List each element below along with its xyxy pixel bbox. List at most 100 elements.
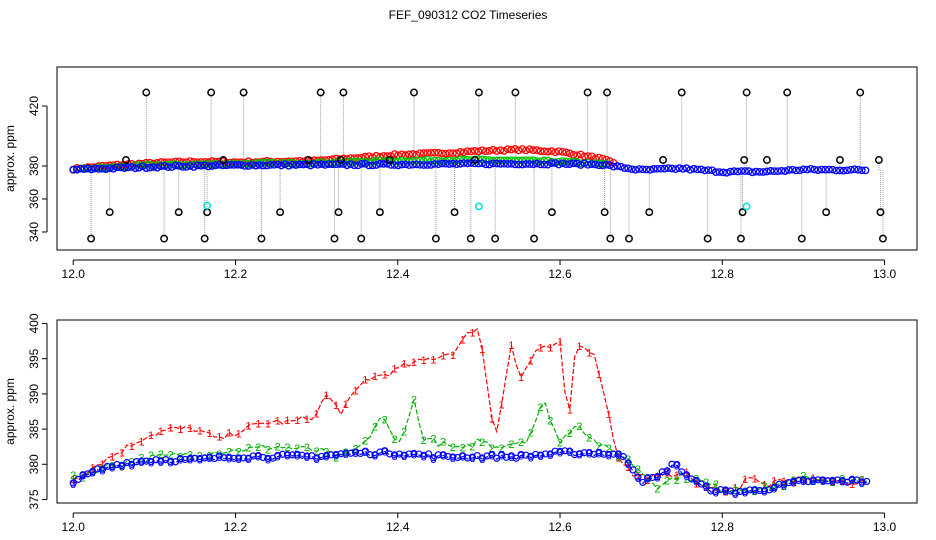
data-point-series-1 — [463, 147, 472, 156]
top-y-tick-label: 360 — [27, 189, 41, 209]
series-symbol-2: 2 — [294, 443, 300, 455]
data-point-3 — [483, 452, 491, 460]
outlier-point — [878, 234, 887, 243]
data-point-series-1 — [427, 148, 435, 157]
data-point-series-3 — [346, 160, 355, 169]
outlier-point — [105, 208, 114, 217]
outlier-point — [239, 88, 248, 97]
series-symbol-1: 1 — [742, 474, 748, 486]
series-symbol-2: 2 — [460, 443, 466, 455]
series-symbol-2: 2 — [148, 450, 154, 462]
data-point-series-3 — [624, 164, 633, 173]
data-point-series-2 — [554, 157, 563, 166]
series-symbol-2: 2 — [343, 447, 349, 459]
top-plot-frame — [56, 66, 918, 251]
data-point-series-1 — [474, 147, 483, 156]
series-symbol-3: 3 — [489, 450, 495, 462]
series-symbol-1: 1 — [353, 385, 359, 397]
series-symbol-1: 1 — [674, 470, 680, 482]
data-point-series-1 — [438, 149, 446, 158]
data-point-series-3 — [153, 163, 162, 172]
series-symbol-1: 1 — [693, 478, 699, 490]
data-point-series-3 — [755, 168, 764, 176]
series-symbol-1: 1 — [684, 467, 690, 479]
data-point-series-3 — [719, 168, 727, 177]
series-symbol-1: 1 — [771, 476, 777, 488]
data-point-series-3 — [401, 160, 410, 169]
data-point-3 — [668, 460, 676, 468]
series-symbol-1: 1 — [440, 350, 446, 362]
series-symbol-2: 2 — [499, 443, 505, 455]
series-symbol-3: 3 — [168, 457, 174, 469]
data-point-3 — [756, 486, 764, 495]
data-point-3 — [575, 450, 584, 458]
data-point-3 — [74, 475, 82, 484]
series-symbol-3: 3 — [693, 476, 699, 488]
data-point-series-3 — [817, 165, 826, 174]
data-point-3 — [220, 454, 228, 462]
data-point-series-1 — [478, 146, 486, 155]
series-symbol-3: 3 — [469, 453, 475, 465]
series-symbol-3: 3 — [391, 451, 397, 463]
data-point-3 — [152, 456, 160, 464]
data-point-3 — [571, 451, 579, 459]
data-point-3 — [361, 447, 369, 455]
series-symbol-3: 3 — [90, 467, 96, 479]
data-point-series-1 — [445, 149, 454, 157]
series-symbol-2: 2 — [197, 451, 203, 463]
series-symbol-2: 2 — [664, 475, 670, 487]
data-point-series-3 — [284, 161, 293, 170]
data-point-3 — [833, 476, 842, 484]
series-symbol-1: 1 — [849, 479, 855, 491]
data-point-series-3 — [839, 166, 848, 175]
data-point-series-3 — [295, 160, 304, 169]
series-symbol-3: 3 — [645, 474, 651, 486]
series-symbol-1: 1 — [343, 399, 349, 411]
flagged-point — [742, 202, 751, 211]
data-point-3 — [79, 471, 87, 479]
top-x-tick-label: 12.0 — [62, 267, 86, 281]
data-point-series-3 — [828, 165, 837, 174]
bottom-y-tick-label: 395 — [27, 348, 41, 368]
data-point-series-3 — [76, 164, 85, 173]
data-point-series-3 — [376, 159, 384, 168]
series-symbol-3: 3 — [761, 487, 767, 499]
data-point-3 — [493, 454, 501, 462]
data-point-series-3 — [825, 165, 833, 174]
series-symbol-2: 2 — [70, 470, 76, 482]
series-symbol-1: 1 — [236, 429, 242, 441]
series-symbol-1: 1 — [177, 424, 183, 436]
data-point-series-3 — [668, 164, 676, 173]
series-symbol-1: 1 — [265, 419, 271, 431]
outlier-point — [645, 208, 654, 217]
data-point-series-3 — [653, 164, 662, 173]
series-symbol-1: 1 — [722, 486, 728, 498]
data-point-3 — [157, 457, 165, 465]
data-point-series-3 — [627, 165, 636, 174]
data-point-series-3 — [613, 162, 622, 170]
data-point-3 — [351, 448, 360, 456]
series-symbol-3: 3 — [791, 477, 797, 489]
series-symbol-1: 1 — [314, 409, 320, 421]
bottom-y-tick-label: 375 — [27, 489, 41, 509]
series-symbol-1: 1 — [469, 327, 475, 339]
series-symbol-2: 2 — [158, 449, 164, 461]
data-point-series-3 — [536, 160, 545, 169]
data-point-3 — [142, 457, 150, 465]
series-symbol-1: 1 — [304, 414, 310, 426]
data-point-series-1 — [540, 147, 549, 156]
series-symbol-3: 3 — [129, 460, 135, 472]
outlier-point — [491, 234, 500, 243]
bottom-x-tick-label: 12.0 — [62, 520, 86, 534]
data-point-series-1 — [372, 151, 381, 160]
data-point-series-2 — [251, 159, 260, 167]
data-point-3 — [137, 457, 145, 465]
series-symbol-3: 3 — [401, 451, 407, 463]
data-point-series-3 — [449, 159, 457, 168]
data-point-3 — [731, 489, 739, 497]
data-point-3 — [760, 487, 769, 495]
series-symbol-2: 2 — [255, 442, 261, 454]
data-point-series-3 — [445, 160, 454, 168]
data-point-3 — [347, 449, 355, 457]
data-point-series-3 — [554, 160, 563, 169]
